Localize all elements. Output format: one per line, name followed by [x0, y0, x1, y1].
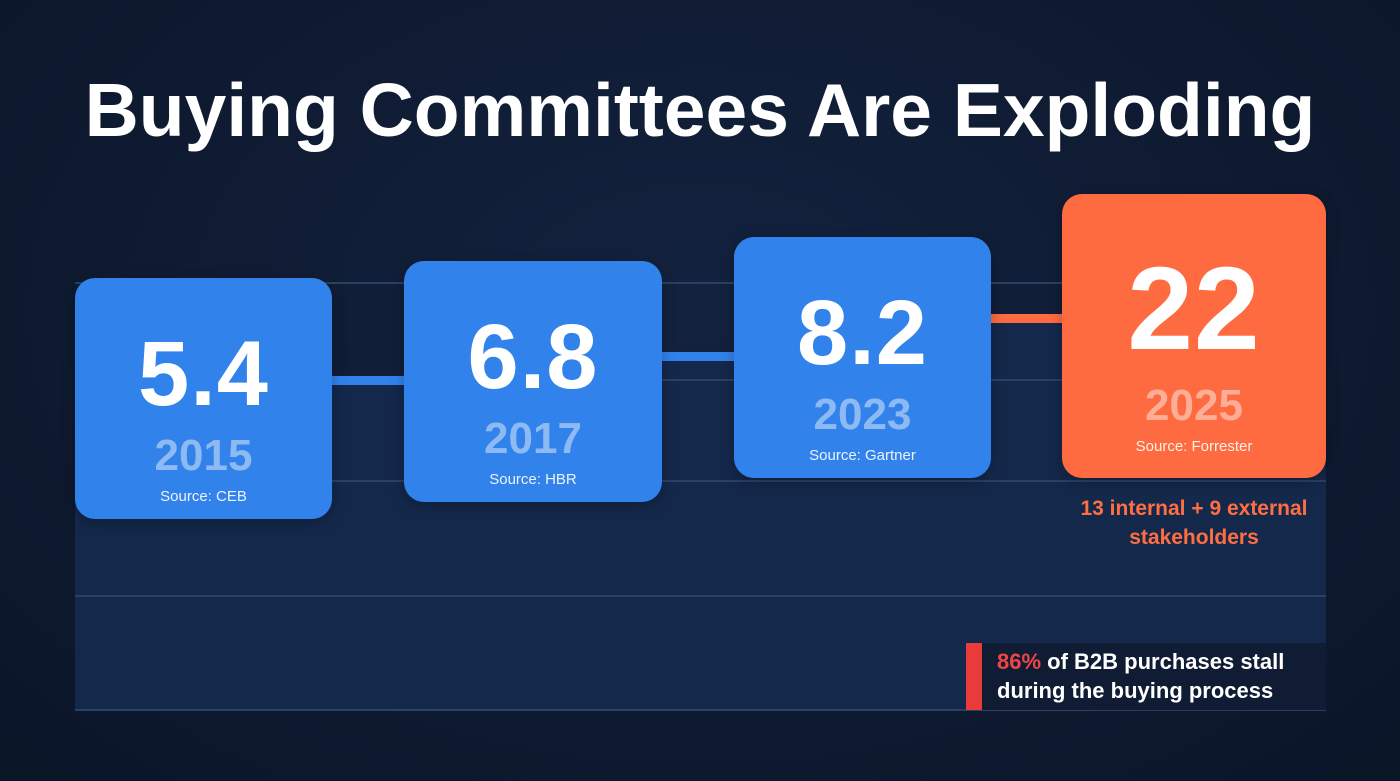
connector-2017-2023: [660, 352, 736, 361]
stat-year: 2017: [484, 414, 582, 463]
connector-2023-2025: [989, 314, 1064, 323]
stat-card-2015: 5.4 2015 Source: CEB: [75, 278, 332, 519]
stakeholder-note: 13 internal + 9 external stakeholders: [1080, 497, 1308, 549]
stat-source: Source: Gartner: [809, 447, 916, 464]
stat-card-2023: 8.2 2023 Source: Gartner: [734, 237, 991, 478]
stat-value: 6.8: [467, 306, 599, 408]
stat-year: 2015: [154, 431, 253, 480]
stat-source: Source: CEB: [160, 488, 247, 505]
stat-year: 2025: [1145, 381, 1243, 430]
stat-card-2017: 6.8 2017 Source: HBR: [404, 261, 662, 502]
stat-value: 5.4: [138, 323, 269, 425]
stat-source: Source: HBR: [489, 471, 577, 488]
chart-area-fill: [75, 318, 1326, 710]
callout-line2: during the buying process: [997, 678, 1274, 703]
stat-value: 8.2: [797, 282, 928, 384]
stat-year: 2023: [813, 390, 912, 439]
connector-2015-2017: [330, 376, 406, 385]
page-title: Buying Committees Are Exploding: [84, 68, 1316, 152]
stat-value: 22: [1127, 243, 1261, 375]
stall-callout: 86% of B2B purchases stall during the bu…: [966, 643, 1326, 710]
callout-text: 86% of B2B purchases stall during the bu…: [997, 647, 1327, 705]
callout-accent-bar: [966, 643, 982, 710]
callout-line1: of B2B purchases stall: [1041, 649, 1285, 674]
stat-source: Source: Forrester: [1135, 438, 1253, 455]
stat-card-2025: 22 2025 Source: Forrester: [1062, 194, 1326, 478]
callout-highlight: 86%: [997, 649, 1042, 674]
